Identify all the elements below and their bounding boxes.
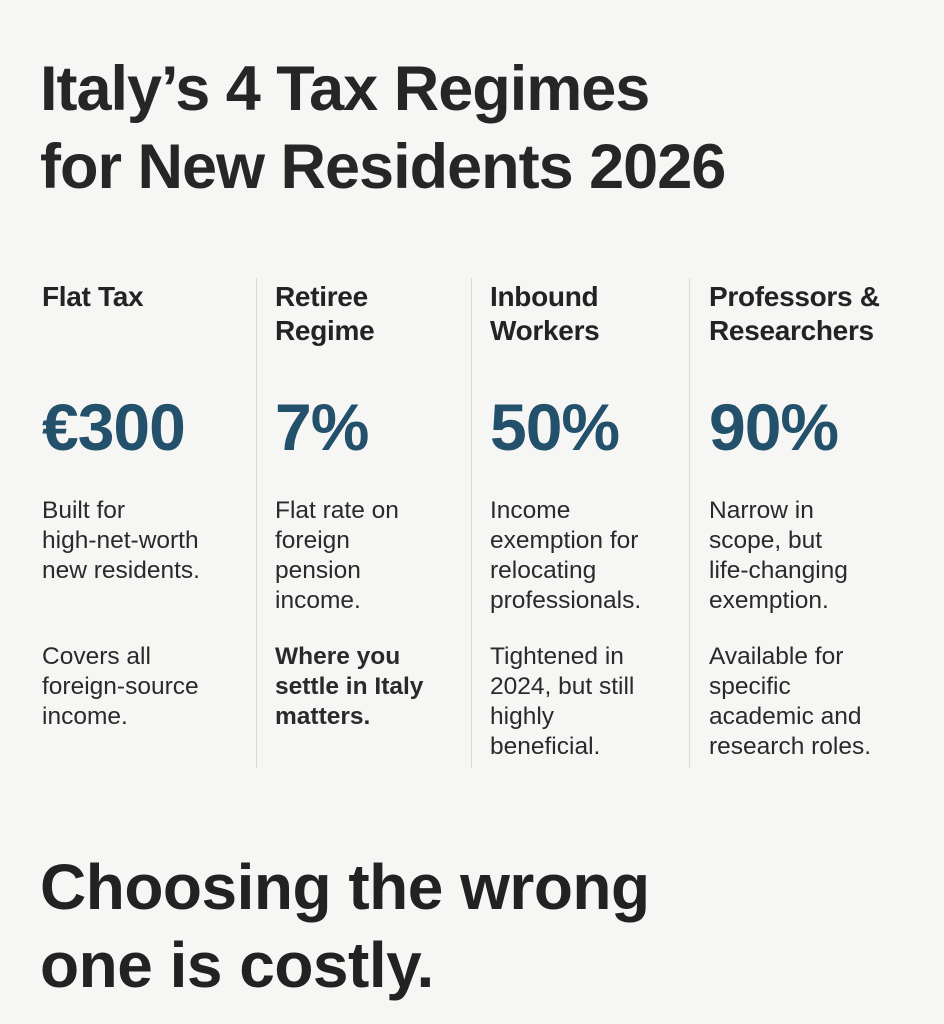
regime-column-retiree: Retiree Regime 7% Flat rate on foreign p…	[275, 278, 465, 768]
regime-column-inbound-workers: Inbound Workers 50% Income exemption for…	[490, 278, 685, 768]
regime-value: €300	[42, 390, 186, 464]
page-title: Italy’s 4 Tax Regimes for New Residents …	[40, 50, 726, 206]
regime-heading: Professors & Researchers	[709, 281, 880, 346]
title-line-2: for New Residents 2026	[40, 132, 726, 202]
footer-line-2: one is costly.	[40, 929, 434, 1001]
regime-value: 7%	[275, 390, 369, 464]
regime-note: Available for specific academic and rese…	[709, 643, 872, 760]
regimes-columns: Flat Tax €300 Built for high-net-worth n…	[0, 278, 944, 768]
regime-value: 90%	[709, 390, 839, 464]
column-divider	[689, 278, 690, 768]
regime-note: Where you settle in Italy matters.	[275, 643, 424, 730]
regime-heading: Inbound Workers	[490, 281, 600, 346]
regime-description: Flat rate on foreign pension income.	[275, 497, 399, 614]
regime-description: Narrow in scope, but life-changing exemp…	[709, 497, 848, 614]
regime-heading: Retiree Regime	[275, 281, 375, 346]
footer-line-1: Choosing the wrong	[40, 851, 650, 923]
regime-note: Covers all foreign-source income.	[42, 643, 199, 730]
regime-column-flat-tax: Flat Tax €300 Built for high-net-worth n…	[42, 278, 252, 768]
footer-headline: Choosing the wrong one is costly.	[40, 848, 650, 1004]
regime-description: Income exemption for relocating professi…	[490, 497, 642, 614]
column-divider	[256, 278, 257, 768]
regime-description: Built for high-net-worth new residents.	[42, 497, 200, 584]
regime-note: Tightened in 2024, but still highly bene…	[490, 643, 635, 760]
regime-column-professors-researchers: Professors & Researchers 90% Narrow in s…	[709, 278, 934, 768]
regime-value: 50%	[490, 390, 620, 464]
regime-heading: Flat Tax	[42, 281, 144, 312]
title-line-1: Italy’s 4 Tax Regimes	[40, 54, 650, 124]
column-divider	[471, 278, 472, 768]
